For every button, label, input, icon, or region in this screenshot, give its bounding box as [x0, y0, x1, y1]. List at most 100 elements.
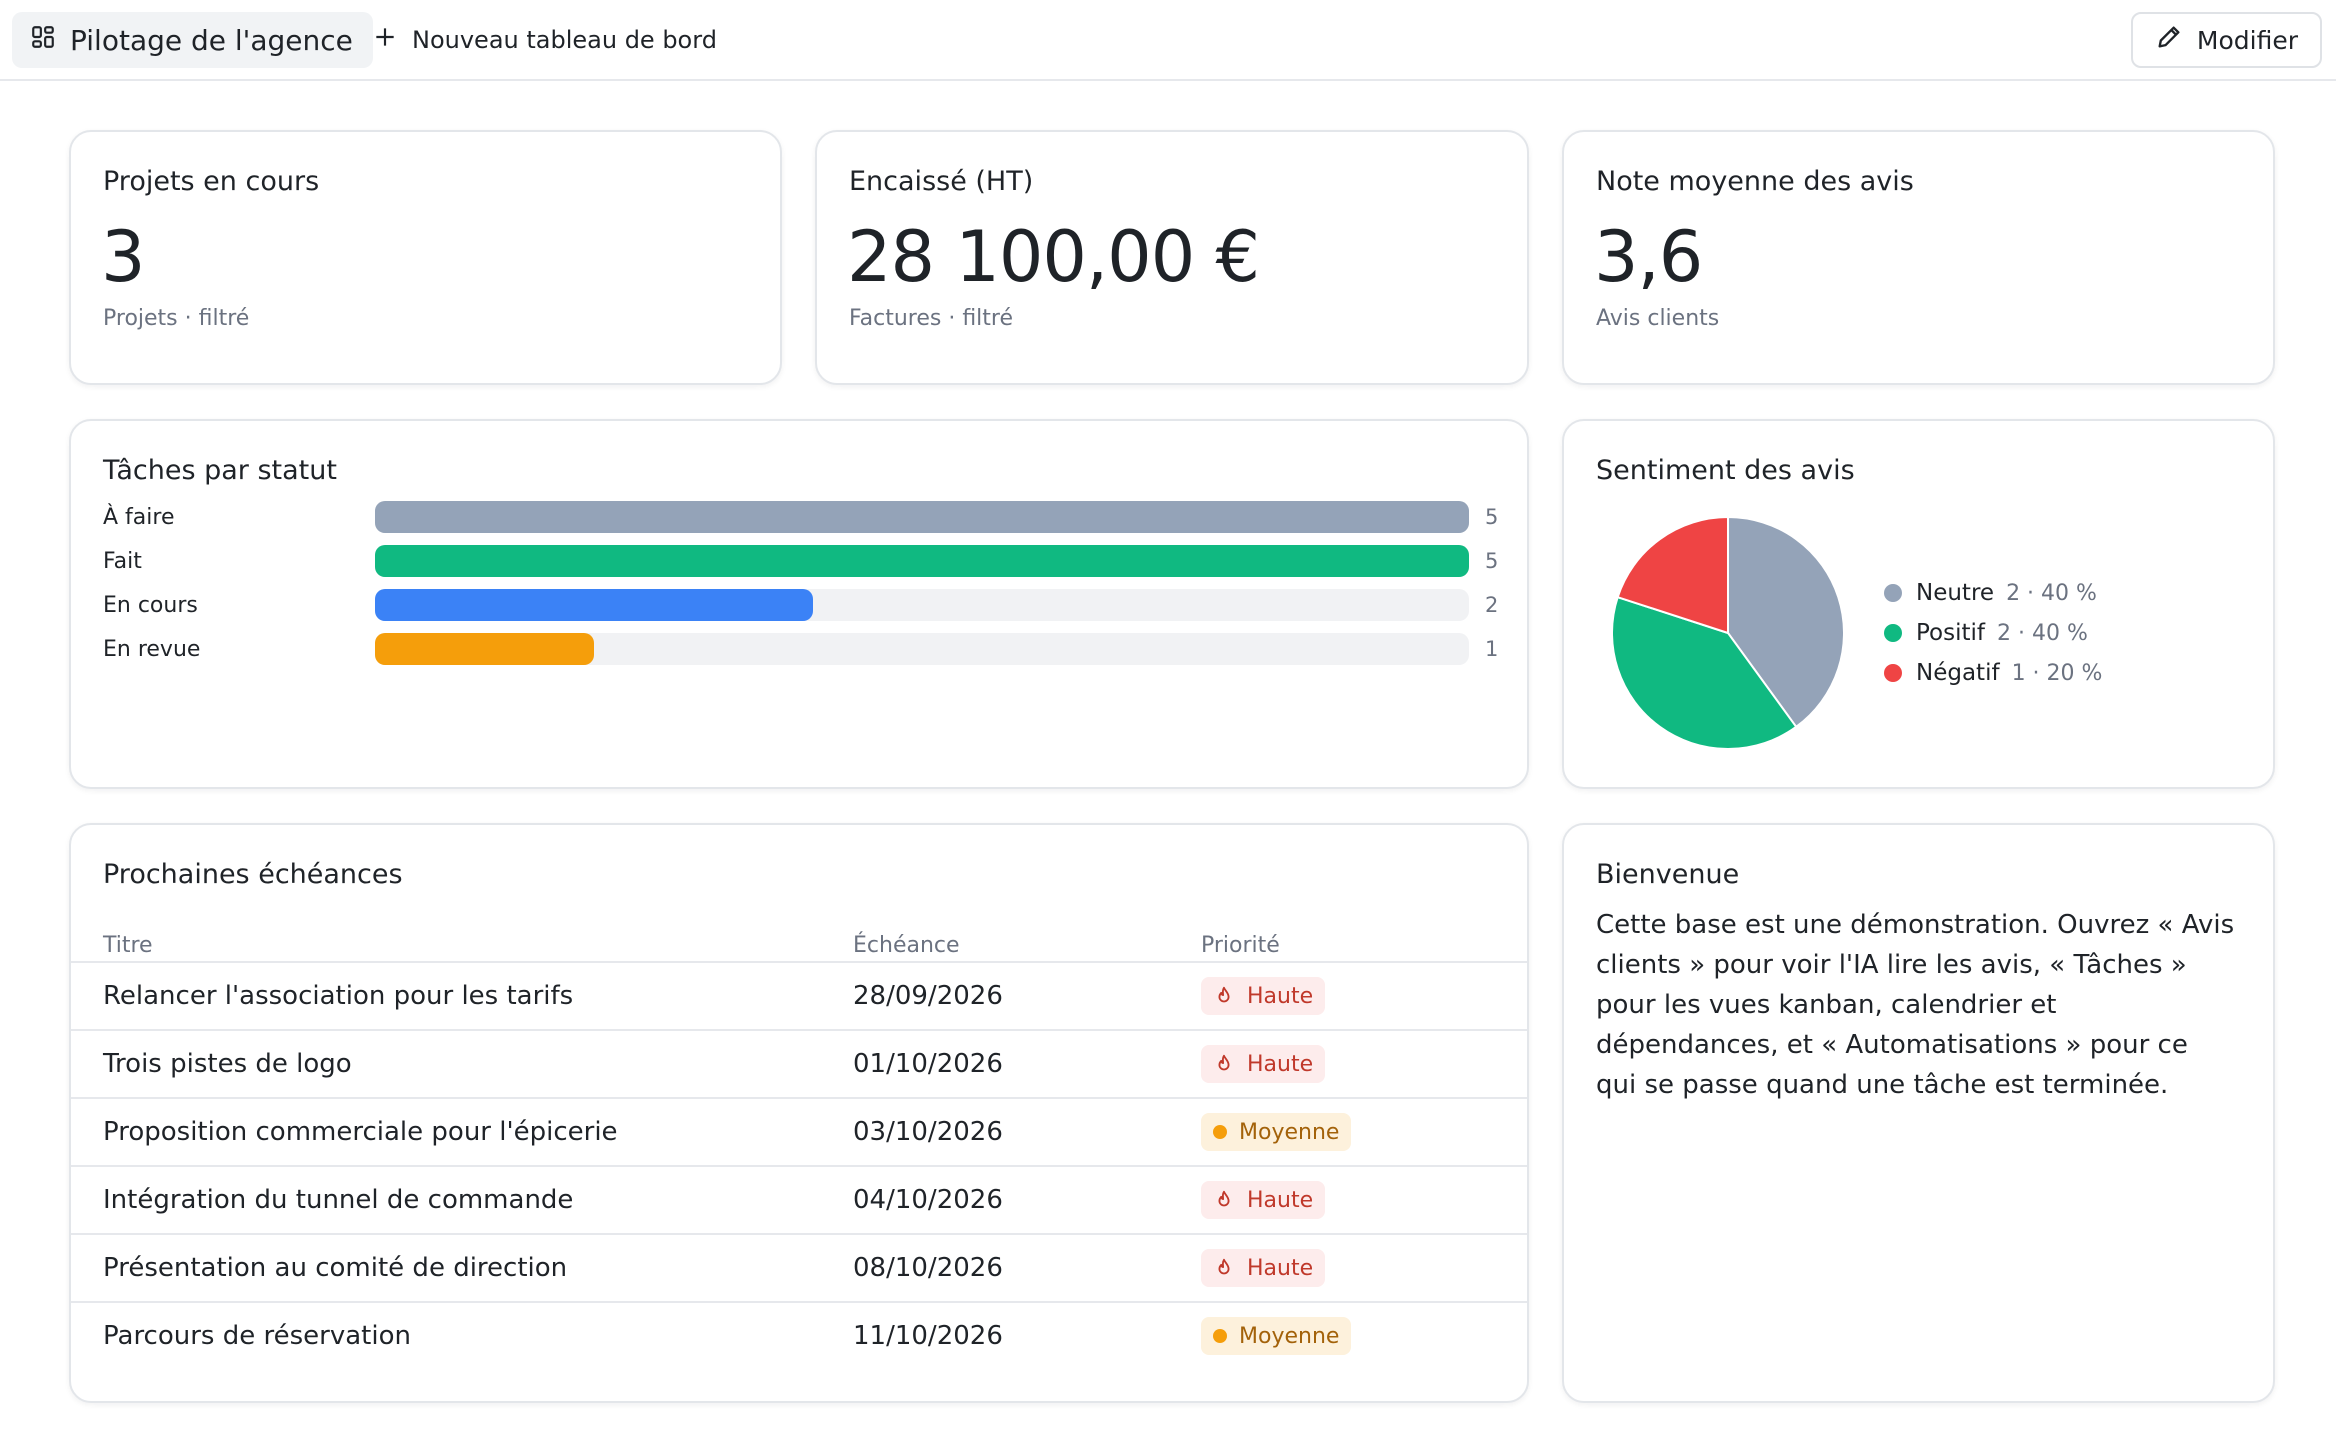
priority-label: Haute: [1247, 983, 1314, 1009]
dashboard-tab-label: Pilotage de l'agence: [70, 23, 353, 57]
cell-priority: Haute: [1201, 1181, 1326, 1219]
kpi-card-rating: Note moyenne des avis 3,6 Avis clients: [1562, 130, 2275, 385]
dot-icon: [1213, 1329, 1227, 1343]
kpi-title: Projets en cours: [103, 166, 320, 197]
table-row[interactable]: Présentation au comité de direction 08/10…: [71, 1233, 1527, 1301]
kpi-card-revenue: Encaissé (HT) 28 100,00 € Factures · fil…: [815, 130, 1529, 385]
pie-slice-négatif: [1616, 515, 1729, 635]
sentiment-pie-chart: [1611, 515, 1845, 750]
bar: [375, 501, 1469, 533]
legend-label: Négatif: [1916, 660, 2000, 686]
priority-badge: Moyenne: [1201, 1113, 1352, 1151]
welcome-title: Bienvenue: [1596, 859, 1740, 890]
deadlines-card: Prochaines échéances Titre Échéance Prio…: [69, 823, 1529, 1403]
legend-meta: 1 · 20 %: [2011, 660, 2103, 686]
bar-value-label: 2: [1485, 593, 1499, 617]
cell-priority: Haute: [1201, 1045, 1326, 1083]
flame-icon: [1213, 985, 1235, 1007]
bar-row: En revue 1: [103, 633, 1513, 667]
new-dashboard-label: Nouveau tableau de bord: [412, 26, 717, 54]
bar-label: Fait: [103, 549, 142, 574]
sentiment-legend: Neutre 2 · 40 % Positif 2 · 40 % Négatif 1 · …: [1884, 573, 2102, 693]
tasks-by-status-card: Tâches par statut À faire 5 Fait 5 En cours 2…: [69, 419, 1529, 789]
bar-track: [375, 501, 1469, 533]
legend-swatch: [1884, 584, 1902, 602]
bar: [375, 633, 594, 665]
bar: [375, 589, 813, 621]
table-row[interactable]: Proposition commerciale pour l'épicerie 0…: [71, 1097, 1527, 1165]
welcome-card: Bienvenue Cette base est une démonstrati…: [1562, 823, 2275, 1403]
bar: [375, 545, 1469, 577]
cell-title: Proposition commerciale pour l'épicerie: [103, 1117, 618, 1147]
cell-priority: Haute: [1201, 1249, 1326, 1287]
dot-icon: [1213, 1125, 1227, 1139]
legend-item: Neutre 2 · 40 %: [1884, 573, 2102, 613]
bar-track: [375, 589, 1469, 621]
table-row[interactable]: Intégration du tunnel de commande 04/10/2…: [71, 1165, 1527, 1233]
cell-title: Parcours de réservation: [103, 1321, 411, 1351]
dashboard-tab-active[interactable]: Pilotage de l'agence: [12, 12, 373, 68]
bar-track: [375, 545, 1469, 577]
bar-row: Fait 5: [103, 545, 1513, 579]
bar-value-label: 5: [1485, 549, 1499, 573]
bar-label: En cours: [103, 593, 198, 618]
bar-value-label: 5: [1485, 505, 1499, 529]
priority-badge: Haute: [1201, 1045, 1326, 1083]
cell-title: Relancer l'association pour les tarifs: [103, 981, 574, 1011]
priority-label: Haute: [1247, 1255, 1314, 1281]
cell-date: 11/10/2026: [853, 1321, 1003, 1351]
kpi-title: Note moyenne des avis: [1596, 166, 1914, 197]
cell-priority: Moyenne: [1201, 1113, 1352, 1151]
edit-label: Modifier: [2196, 25, 2298, 55]
column-header-title: Titre: [103, 933, 153, 958]
welcome-text: Cette base est une démonstration. Ouvrez…: [1596, 910, 2235, 1100]
tasks-chart-title: Tâches par statut: [103, 455, 337, 486]
deadlines-table: Relancer l'association pour les tarifs 28…: [71, 961, 1527, 1369]
priority-badge: Moyenne: [1201, 1317, 1352, 1355]
dashboard-grid-icon: [30, 24, 56, 57]
priority-label: Moyenne: [1239, 1323, 1340, 1349]
column-header-date: Échéance: [853, 933, 960, 958]
priority-badge: Haute: [1201, 977, 1326, 1015]
plus-icon: [372, 24, 398, 56]
priority-badge: Haute: [1201, 1249, 1326, 1287]
priority-label: Haute: [1247, 1051, 1314, 1077]
sentiment-chart-title: Sentiment des avis: [1596, 455, 1855, 486]
sentiment-card: Sentiment des avis Neutre 2 · 40 % Positif…: [1562, 419, 2275, 789]
legend-meta: 2 · 40 %: [1997, 620, 2088, 646]
cell-title: Présentation au comité de direction: [103, 1253, 568, 1283]
bar-label: En revue: [103, 637, 201, 662]
column-header-priority: Priorité: [1201, 933, 1280, 958]
bar-label: À faire: [103, 505, 175, 530]
cell-priority: Moyenne: [1201, 1317, 1352, 1355]
kpi-card-projects: Projets en cours 3 Projets · filtré: [69, 130, 782, 385]
priority-badge: Haute: [1201, 1181, 1326, 1219]
kpi-subtitle: Factures · filtré: [849, 306, 1014, 331]
new-dashboard-button[interactable]: Nouveau tableau de bord: [372, 18, 717, 62]
pie-slice-positif: [1611, 595, 1798, 750]
pie-slice-neutre: [1727, 515, 1845, 729]
flame-icon: [1213, 1189, 1235, 1211]
table-row[interactable]: Relancer l'association pour les tarifs 28…: [71, 961, 1527, 1029]
bar-track: [375, 633, 1469, 665]
table-row[interactable]: Parcours de réservation 11/10/2026 Moyenne: [71, 1301, 1527, 1369]
legend-label: Positif: [1916, 620, 1985, 646]
legend-item: Négatif 1 · 20 %: [1884, 653, 2102, 693]
pencil-icon: [2155, 23, 2183, 57]
priority-label: Haute: [1247, 1187, 1314, 1213]
flame-icon: [1213, 1257, 1235, 1279]
bar-row: En cours 2: [103, 589, 1513, 623]
table-row[interactable]: Trois pistes de logo 01/10/2026 Haute: [71, 1029, 1527, 1097]
cell-title: Intégration du tunnel de commande: [103, 1185, 574, 1215]
legend-swatch: [1884, 624, 1902, 642]
kpi-value: 3: [101, 216, 146, 298]
cell-priority: Haute: [1201, 977, 1326, 1015]
bar-value-label: 1: [1485, 637, 1499, 661]
top-bar: Pilotage de l'agence Nouveau tableau de …: [0, 0, 2336, 81]
kpi-subtitle: Avis clients: [1596, 306, 1720, 331]
cell-date: 01/10/2026: [853, 1049, 1003, 1079]
cell-date: 28/09/2026: [853, 981, 1003, 1011]
kpi-title: Encaissé (HT): [849, 166, 1034, 197]
edit-button[interactable]: Modifier: [2130, 12, 2322, 68]
legend-meta: 2 · 40 %: [2006, 580, 2097, 606]
